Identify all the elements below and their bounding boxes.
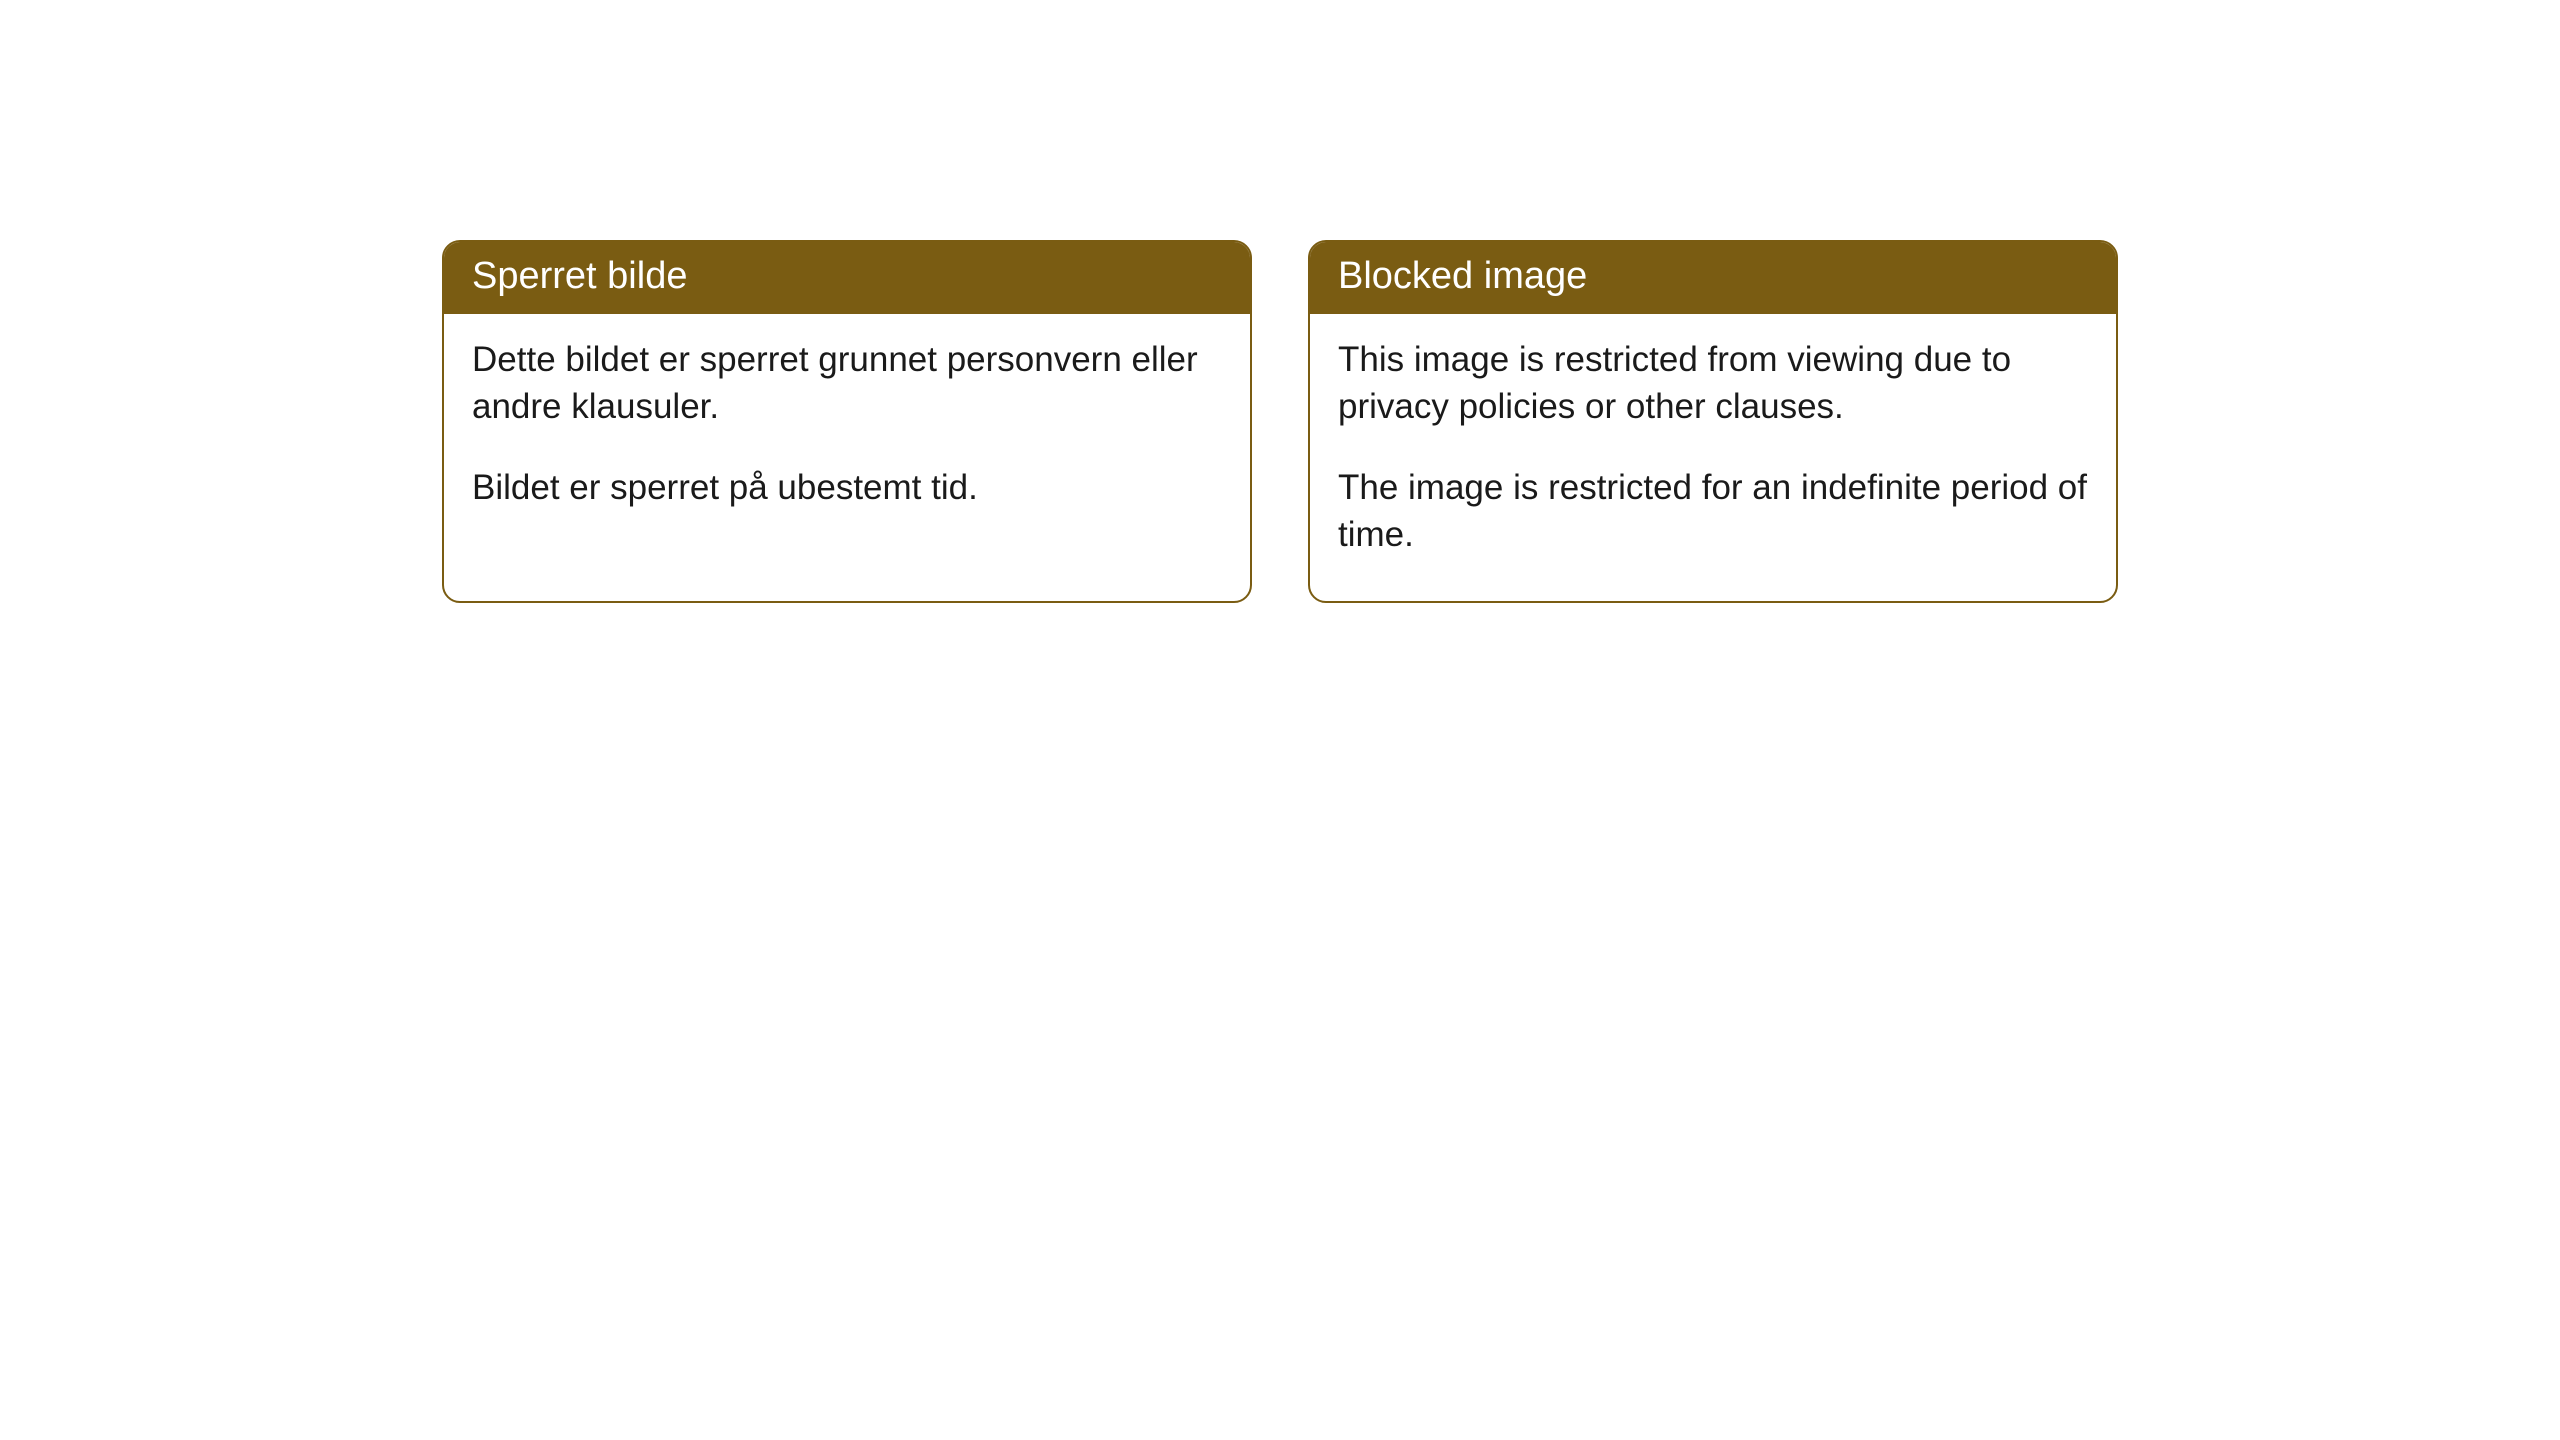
notice-card-norwegian: Sperret bilde Dette bildet er sperret gr…: [442, 240, 1252, 603]
notice-cards-container: Sperret bilde Dette bildet er sperret gr…: [0, 240, 2560, 603]
card-paragraph: Dette bildet er sperret grunnet personve…: [472, 336, 1222, 431]
card-body-english: This image is restricted from viewing du…: [1310, 314, 2116, 601]
card-paragraph: This image is restricted from viewing du…: [1338, 336, 2088, 431]
card-body-norwegian: Dette bildet er sperret grunnet personve…: [444, 314, 1250, 554]
card-header-english: Blocked image: [1310, 242, 2116, 314]
card-paragraph: The image is restricted for an indefinit…: [1338, 464, 2088, 559]
card-header-norwegian: Sperret bilde: [444, 242, 1250, 314]
card-title: Blocked image: [1338, 255, 1587, 297]
notice-card-english: Blocked image This image is restricted f…: [1308, 240, 2118, 603]
card-paragraph: Bildet er sperret på ubestemt tid.: [472, 464, 1222, 511]
card-title: Sperret bilde: [472, 255, 687, 297]
